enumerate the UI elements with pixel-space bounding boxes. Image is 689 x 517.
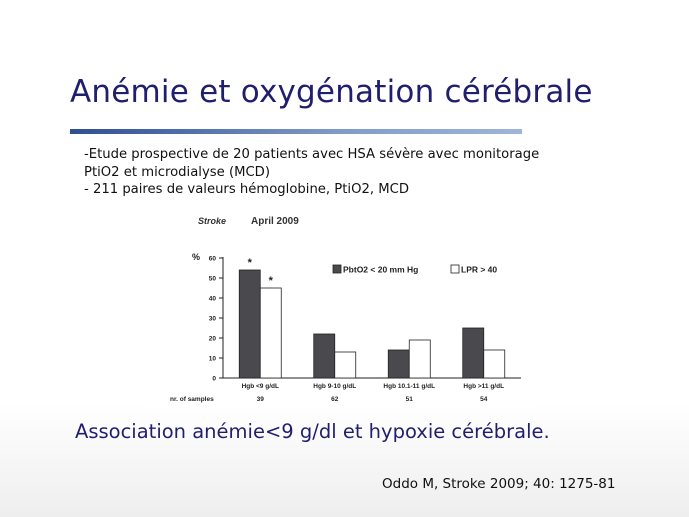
- chart-legend: PbtO2 < 20 mm Hg LPR > 40: [332, 264, 497, 275]
- conclusion-text: Association anémie<9 g/dl et hypoxie cér…: [75, 420, 550, 443]
- bullet-line-3: - 211 paires de valeurs hémoglobine, Pti…: [84, 182, 409, 197]
- bars-group: **: [238, 257, 506, 379]
- x-labels-group: Hgb <9 g/dL 39 Hgb 9-10 g/dL 62 Hgb 10.1-11 …: [242, 383, 505, 403]
- bar-series-0-cat-2: [387, 349, 410, 379]
- bar-series-0-cat-1: [313, 333, 336, 379]
- sample-count: 54: [480, 396, 488, 403]
- bar-series-1-cat-2: [408, 339, 431, 379]
- y-tick-label: 20: [209, 336, 217, 343]
- y-tick-label: 60: [209, 256, 217, 263]
- bullet-list: -Etude prospective de 20 patients avec H…: [84, 146, 644, 199]
- sample-count: 62: [331, 396, 339, 403]
- bar-series-0-cat-3: [462, 327, 485, 379]
- bullet-line-1: -Etude prospective de 20 patients avec H…: [84, 147, 540, 162]
- bullet-line-2: PtiO2 et microdialyse (MCD): [84, 164, 270, 180]
- chart-header-journal: Stroke: [198, 216, 226, 226]
- citation-text: Oddo M, Stroke 2009; 40: 1275-81: [382, 476, 616, 492]
- legend-label-1: LPR > 40: [461, 265, 497, 275]
- y-tick-label: 30: [209, 316, 217, 323]
- legend-swatch-0: [332, 264, 342, 274]
- x-category-label: Hgb 9-10 g/dL: [313, 383, 356, 390]
- y-axis-label: %: [192, 252, 200, 262]
- bar-series-1-cat-0: [259, 287, 282, 379]
- legend-swatch-1: [450, 264, 460, 274]
- significance-asterisk: *: [269, 275, 274, 287]
- bar-series-0-cat-0: [238, 269, 261, 379]
- x-category-label: Hgb >11 g/dL: [463, 383, 504, 390]
- legend-label-0: PbtO2 < 20 mm Hg: [343, 265, 418, 275]
- x-category-label: Hgb 10.1-11 g/dL: [383, 383, 435, 390]
- bar-series-1-cat-1: [334, 351, 357, 379]
- y-ticks-group: 0 10 20 30 40 50 60: [209, 256, 223, 383]
- title-underline: [70, 129, 522, 134]
- sample-count: 39: [257, 396, 265, 403]
- slide-title: Anémie et oxygénation cérébrale: [70, 74, 593, 110]
- bar-chart: Stroke April 2009 % 0 10 20 30 40 50 60 * * Hgb…: [148, 209, 538, 409]
- samples-row-label: nr. of samples: [170, 396, 214, 403]
- significance-asterisk: *: [248, 257, 253, 269]
- y-tick-label: 50: [209, 276, 217, 283]
- y-tick-label: 40: [209, 296, 217, 303]
- x-category-label: Hgb <9 g/dL: [242, 383, 279, 390]
- chart-header-date: April 2009: [251, 216, 299, 227]
- sample-count: 51: [406, 396, 414, 403]
- y-tick-label: 10: [209, 356, 217, 363]
- bar-series-1-cat-3: [483, 349, 506, 379]
- y-tick-label: 0: [212, 376, 216, 383]
